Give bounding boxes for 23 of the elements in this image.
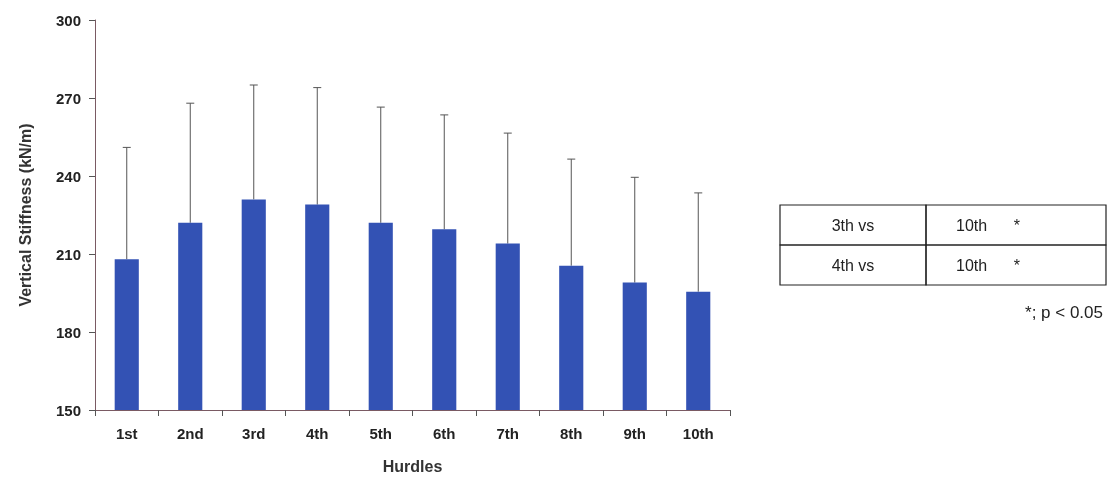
x-tick-label: 1st	[115, 425, 138, 442]
x-tick-label: 10th	[682, 425, 714, 442]
x-tick-label: 9th	[623, 425, 646, 442]
y-tick-label: 240	[55, 167, 81, 185]
text: 4th vs	[831, 256, 875, 274]
text: 10th *	[956, 216, 1021, 234]
x-axis-title: Hurdles	[382, 457, 443, 475]
x-tick-label: 4th	[306, 425, 329, 442]
y-tick-label: 150	[55, 401, 81, 419]
text: 3th vs	[831, 216, 875, 234]
x-tick-label: 2nd	[176, 425, 204, 442]
y-axis-title: Vertical Stiffness (kN/m)	[16, 123, 34, 307]
text: *; p < 0.05	[1025, 302, 1103, 322]
x-tick-label: 7th	[496, 425, 519, 442]
x-tick-label: 5th	[369, 425, 392, 442]
text: 10th *	[956, 256, 1021, 274]
y-tick-label: 180	[55, 323, 81, 341]
y-tick-label: 300	[55, 11, 81, 29]
x-tick-label: 3rd	[242, 425, 266, 442]
y-tick-label: 210	[55, 245, 81, 263]
x-tick-label: 6th	[433, 425, 456, 442]
x-tick-label: 8th	[560, 425, 583, 442]
y-tick-label: 270	[55, 89, 81, 107]
